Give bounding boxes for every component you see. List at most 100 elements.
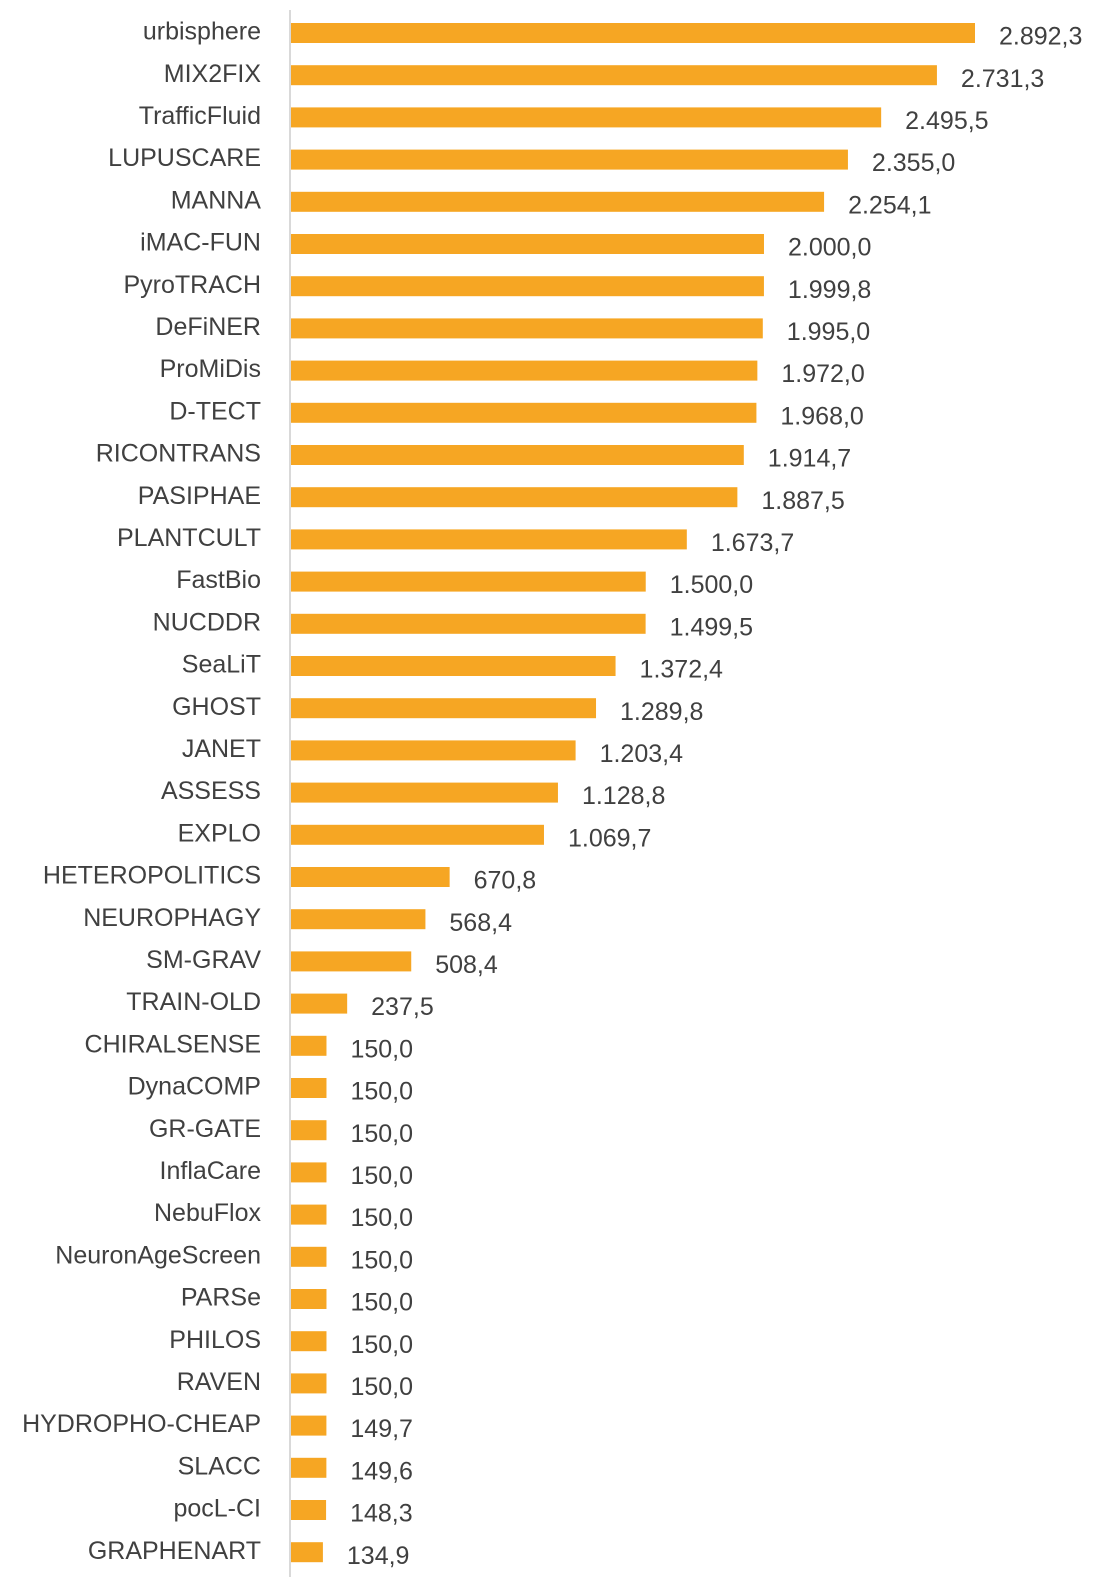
value-label: 1.128,8 [582, 782, 665, 810]
bar [291, 191, 825, 212]
value-label: 150,0 [350, 1331, 413, 1359]
category-label: PyroTRACH [123, 271, 261, 299]
category-label: PARSe [181, 1284, 261, 1312]
bar [291, 107, 882, 128]
bar [291, 1246, 327, 1267]
bar [291, 1542, 323, 1563]
category-label: PASIPHAE [138, 482, 261, 510]
value-label: 150,0 [350, 1204, 413, 1232]
category-label: PHILOS [169, 1326, 261, 1354]
value-label: 134,9 [347, 1542, 410, 1570]
category-label: MIX2FIX [164, 60, 262, 88]
bar [291, 951, 412, 972]
value-label: 2.495,5 [905, 107, 988, 135]
value-label: 1.500,0 [670, 571, 753, 599]
category-label: urbisphere [143, 18, 261, 46]
category-label: GRAPHENART [88, 1537, 261, 1565]
value-label: 237,5 [371, 993, 434, 1021]
value-label: 1.372,4 [640, 656, 724, 684]
category-label: HYDROPHO-CHEAP [22, 1410, 261, 1438]
bar [291, 149, 848, 170]
value-label: 150,0 [350, 1246, 413, 1274]
bar [291, 234, 764, 254]
category-label: pocL-CI [173, 1495, 261, 1523]
bar [291, 824, 544, 845]
bar [291, 360, 758, 381]
value-label: 1.887,5 [761, 487, 844, 515]
value-label: 1.289,8 [620, 698, 703, 726]
value-label: 150,0 [350, 1289, 413, 1317]
value-label: 568,4 [449, 909, 512, 937]
category-label: NUCDDR [153, 608, 261, 636]
category-label: SeaLiT [182, 651, 261, 679]
value-label: 149,6 [350, 1457, 413, 1485]
value-label: 149,7 [350, 1415, 413, 1443]
category-label: TRAIN-OLD [126, 988, 261, 1016]
value-label: 150,0 [350, 1373, 413, 1401]
bar [291, 1120, 327, 1141]
bar [291, 782, 558, 803]
bar [291, 445, 744, 465]
value-label: 1.069,7 [568, 824, 651, 852]
bar [291, 1331, 327, 1352]
category-label: RAVEN [177, 1368, 261, 1396]
value-label: 1.968,0 [780, 402, 863, 430]
bar [291, 1204, 327, 1225]
category-label: MANNA [171, 186, 262, 214]
bar [291, 402, 757, 423]
bar [291, 529, 687, 550]
category-label: NeuronAgeScreen [55, 1241, 261, 1269]
category-label: NEUROPHAGY [83, 904, 261, 932]
category-label: HETEROPOLITICS [43, 862, 261, 890]
bar [291, 487, 738, 508]
bar [291, 613, 646, 634]
value-label: 2.731,3 [961, 65, 1044, 93]
category-label: JANET [182, 735, 261, 763]
bar [291, 23, 975, 43]
bar [291, 909, 426, 930]
category-label: LUPUSCARE [108, 144, 261, 172]
value-label: 2.355,0 [872, 149, 955, 177]
category-label: GHOST [172, 693, 261, 721]
bar [291, 1373, 327, 1394]
category-label: DynaCOMP [128, 1073, 261, 1101]
value-label: 508,4 [435, 951, 498, 979]
bar [291, 698, 597, 719]
category-label: D-TECT [169, 397, 261, 425]
bar [291, 867, 450, 887]
category-label: InflaCare [160, 1157, 261, 1185]
value-label: 150,0 [350, 1162, 413, 1190]
value-label: 670,8 [474, 867, 537, 895]
category-label: RICONTRANS [96, 440, 261, 468]
value-label: 1.914,7 [768, 445, 851, 473]
bar [291, 571, 646, 592]
value-label: 1.499,5 [670, 613, 753, 641]
value-label: 1.203,4 [600, 740, 684, 768]
category-label: PLANTCULT [117, 524, 261, 552]
value-label: 2.892,3 [999, 23, 1082, 51]
value-label: 148,3 [350, 1500, 413, 1528]
bar [291, 1500, 327, 1520]
value-label: 150,0 [350, 1035, 413, 1063]
bar [291, 65, 937, 86]
category-label: iMAC-FUN [140, 229, 261, 257]
category-label: DeFiNER [155, 313, 261, 341]
category-label: SM-GRAV [146, 946, 261, 974]
value-label: 1.995,0 [787, 318, 870, 346]
value-label: 1.673,7 [711, 529, 794, 557]
category-label: ProMiDis [160, 355, 261, 383]
category-label: GR-GATE [149, 1115, 261, 1143]
value-label: 1.999,8 [788, 276, 871, 304]
value-label: 150,0 [350, 1078, 413, 1106]
category-label: CHIRALSENSE [85, 1030, 261, 1058]
bar [291, 1078, 327, 1098]
bar [291, 656, 616, 676]
bar [291, 318, 763, 339]
value-label: 150,0 [350, 1120, 413, 1148]
value-label: 2.000,0 [788, 234, 871, 262]
value-label: 2.254,1 [848, 191, 931, 219]
category-label: EXPLO [178, 819, 261, 847]
bar [291, 740, 576, 761]
